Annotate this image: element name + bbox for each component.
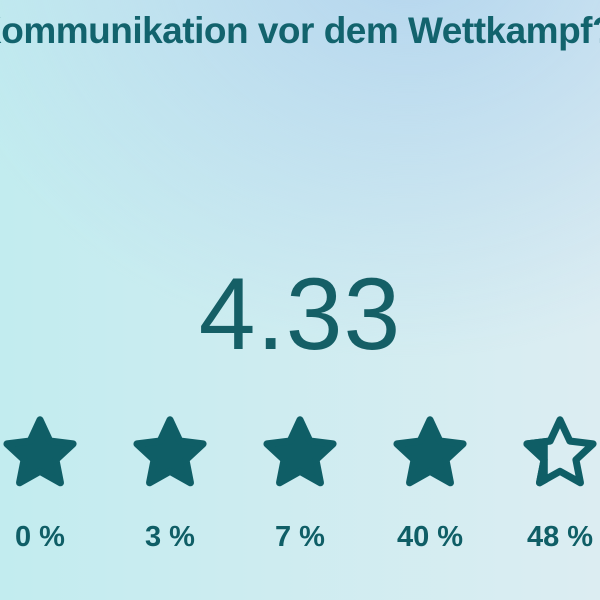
rating-column-4: 40 % xyxy=(365,416,495,554)
star-icon-filled xyxy=(261,416,339,490)
rating-column-5: 48 % xyxy=(495,416,600,554)
percent-label: 40 % xyxy=(396,521,464,553)
rating-column-2: 3 % xyxy=(105,416,235,554)
percent-label: 3 % xyxy=(145,521,195,553)
star-icon-filled xyxy=(391,416,469,490)
rating-column-3: 7 % xyxy=(235,416,365,554)
percent-label: 0 % xyxy=(15,521,65,553)
star-distribution-row: 0 % 3 % 7 % 40 % 48 % xyxy=(0,416,600,554)
star-icon-filled xyxy=(1,416,79,490)
star-icon-filled xyxy=(131,416,209,490)
question-title: Kommunikation vor dem Wettkampf? (1 xyxy=(0,10,600,51)
percent-label: 48 % xyxy=(526,521,594,553)
star-icon-partial xyxy=(521,416,599,490)
percent-label: 7 % xyxy=(275,521,325,553)
average-rating-value: 4.33 xyxy=(198,257,402,371)
rating-column-1: 0 % xyxy=(0,416,105,554)
